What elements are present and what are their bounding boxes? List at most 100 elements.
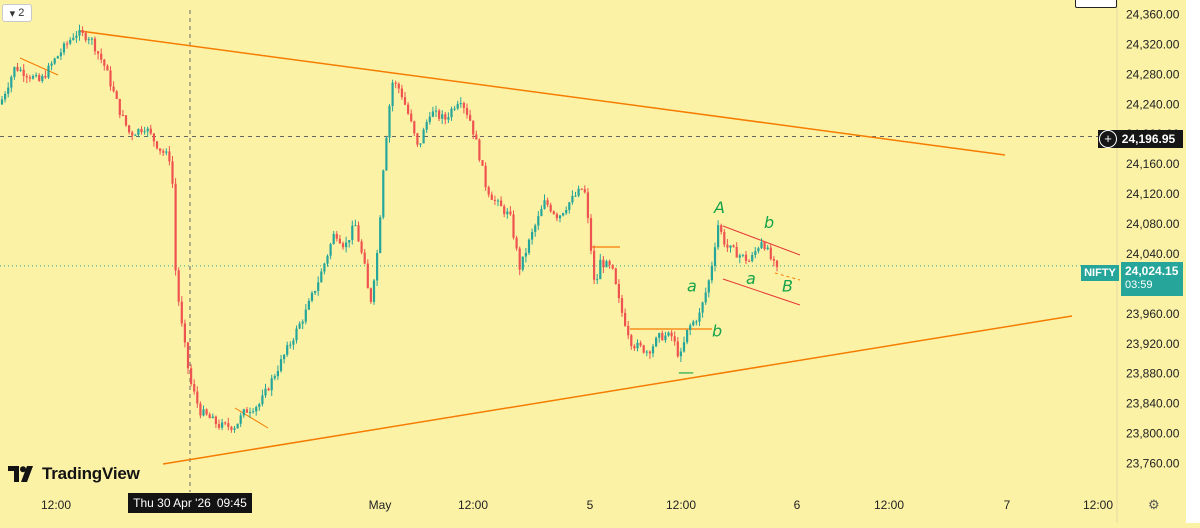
candle-body — [670, 332, 673, 337]
y-axis-tick-label: 23,920.00 — [1126, 337, 1180, 351]
candle-body — [217, 424, 221, 428]
candle-body — [744, 254, 748, 261]
x-axis-tick-label: 12:00 — [1083, 498, 1113, 512]
candle-body — [645, 351, 648, 353]
candle-body — [304, 309, 307, 322]
candle-body — [177, 270, 180, 302]
candle-body — [679, 351, 682, 357]
candle-body — [465, 107, 469, 115]
candle-body — [732, 245, 735, 247]
candle-body — [394, 82, 397, 84]
candle-body — [515, 237, 518, 249]
candle-body — [258, 404, 261, 407]
candle-body — [713, 247, 717, 266]
candle-body — [143, 131, 146, 133]
x-axis-tick-label: 12:00 — [874, 498, 904, 512]
top-right-toolbar-box[interactable] — [1075, 0, 1117, 8]
candle-body — [168, 151, 171, 162]
candle-body — [428, 116, 431, 123]
candle-body — [431, 111, 434, 117]
candle-body — [692, 321, 695, 326]
candle-body — [701, 302, 704, 313]
candle-body — [121, 114, 124, 116]
candle-body — [413, 121, 416, 134]
candle-body — [366, 263, 369, 289]
candle-body — [524, 252, 527, 257]
candle-body — [155, 141, 159, 149]
candle-body — [462, 103, 465, 108]
candle-body — [332, 233, 335, 245]
upper-trendline[interactable] — [79, 30, 1006, 156]
candle-body — [112, 86, 115, 92]
candle-body — [608, 261, 611, 265]
candle-body — [546, 200, 549, 205]
candle-body — [509, 211, 512, 215]
tradingview-logo[interactable]: TradingView — [8, 462, 140, 486]
candle-body — [90, 38, 93, 40]
gear-icon[interactable]: ⚙ — [1148, 497, 1160, 512]
plus-icon[interactable]: + — [1099, 130, 1117, 148]
candle-body — [360, 241, 363, 253]
candle-body — [682, 342, 686, 352]
candle-body — [673, 336, 676, 342]
candle-body — [84, 32, 87, 41]
low-trendline — [234, 407, 269, 429]
wave-annotation: b — [712, 321, 722, 340]
candle-body — [69, 39, 72, 44]
candle-body — [261, 395, 264, 405]
candle-body — [506, 211, 509, 215]
candle-body — [252, 411, 255, 413]
candle-body — [369, 288, 372, 302]
candle-body — [469, 114, 472, 121]
candle-body — [444, 114, 447, 120]
candle-body — [109, 70, 112, 87]
candle-body — [372, 280, 376, 302]
candle-body — [124, 115, 128, 126]
current-price-badge: 24,024.15 03:59 — [1121, 262, 1183, 296]
candle-body — [748, 260, 751, 262]
candle-body — [270, 378, 273, 391]
candle-body — [264, 388, 267, 396]
candle-body — [205, 409, 208, 415]
candle-body — [190, 368, 193, 385]
y-axis-tick-label: 24,320.00 — [1126, 37, 1180, 51]
wave-annotation: B — [782, 276, 793, 295]
y-axis-tick-label: 24,240.00 — [1126, 97, 1180, 111]
right-toolbar-strip[interactable] — [1186, 0, 1200, 523]
candle-body — [208, 414, 211, 419]
lower-trendline[interactable] — [162, 315, 1073, 465]
candle-body — [38, 75, 41, 81]
candle-body — [233, 428, 236, 430]
candle-body — [397, 83, 400, 89]
crosshair-date-badge: Thu 30 Apr '26 09:45 — [128, 493, 252, 513]
candle-body — [407, 104, 410, 114]
candle-body — [741, 254, 744, 256]
candle-body — [763, 242, 766, 250]
candle-body — [456, 103, 459, 109]
candle-body — [453, 108, 456, 110]
candle-body — [571, 195, 574, 203]
candle-body — [72, 37, 75, 40]
candle-body — [97, 51, 100, 54]
candle-body — [128, 125, 131, 133]
candle-body — [589, 218, 593, 251]
candle-body — [599, 259, 602, 280]
candle-body — [4, 93, 7, 100]
collapse-indicators-button[interactable]: ▾ 2 — [2, 4, 32, 22]
candle-body — [726, 244, 729, 248]
candle-body — [146, 128, 149, 132]
y-axis-tick-label: 24,360.00 — [1126, 7, 1180, 21]
candle-body — [56, 56, 59, 59]
candle-body — [317, 282, 320, 291]
candle-body — [648, 351, 651, 354]
channel-mid-line — [774, 272, 801, 281]
candle-body — [276, 370, 279, 377]
candle-body — [735, 246, 738, 258]
x-axis-tick-label: 6 — [794, 498, 801, 512]
candle-body — [441, 114, 444, 119]
candle-body — [47, 65, 50, 78]
candle-body — [199, 403, 202, 416]
candle-body — [447, 117, 450, 120]
